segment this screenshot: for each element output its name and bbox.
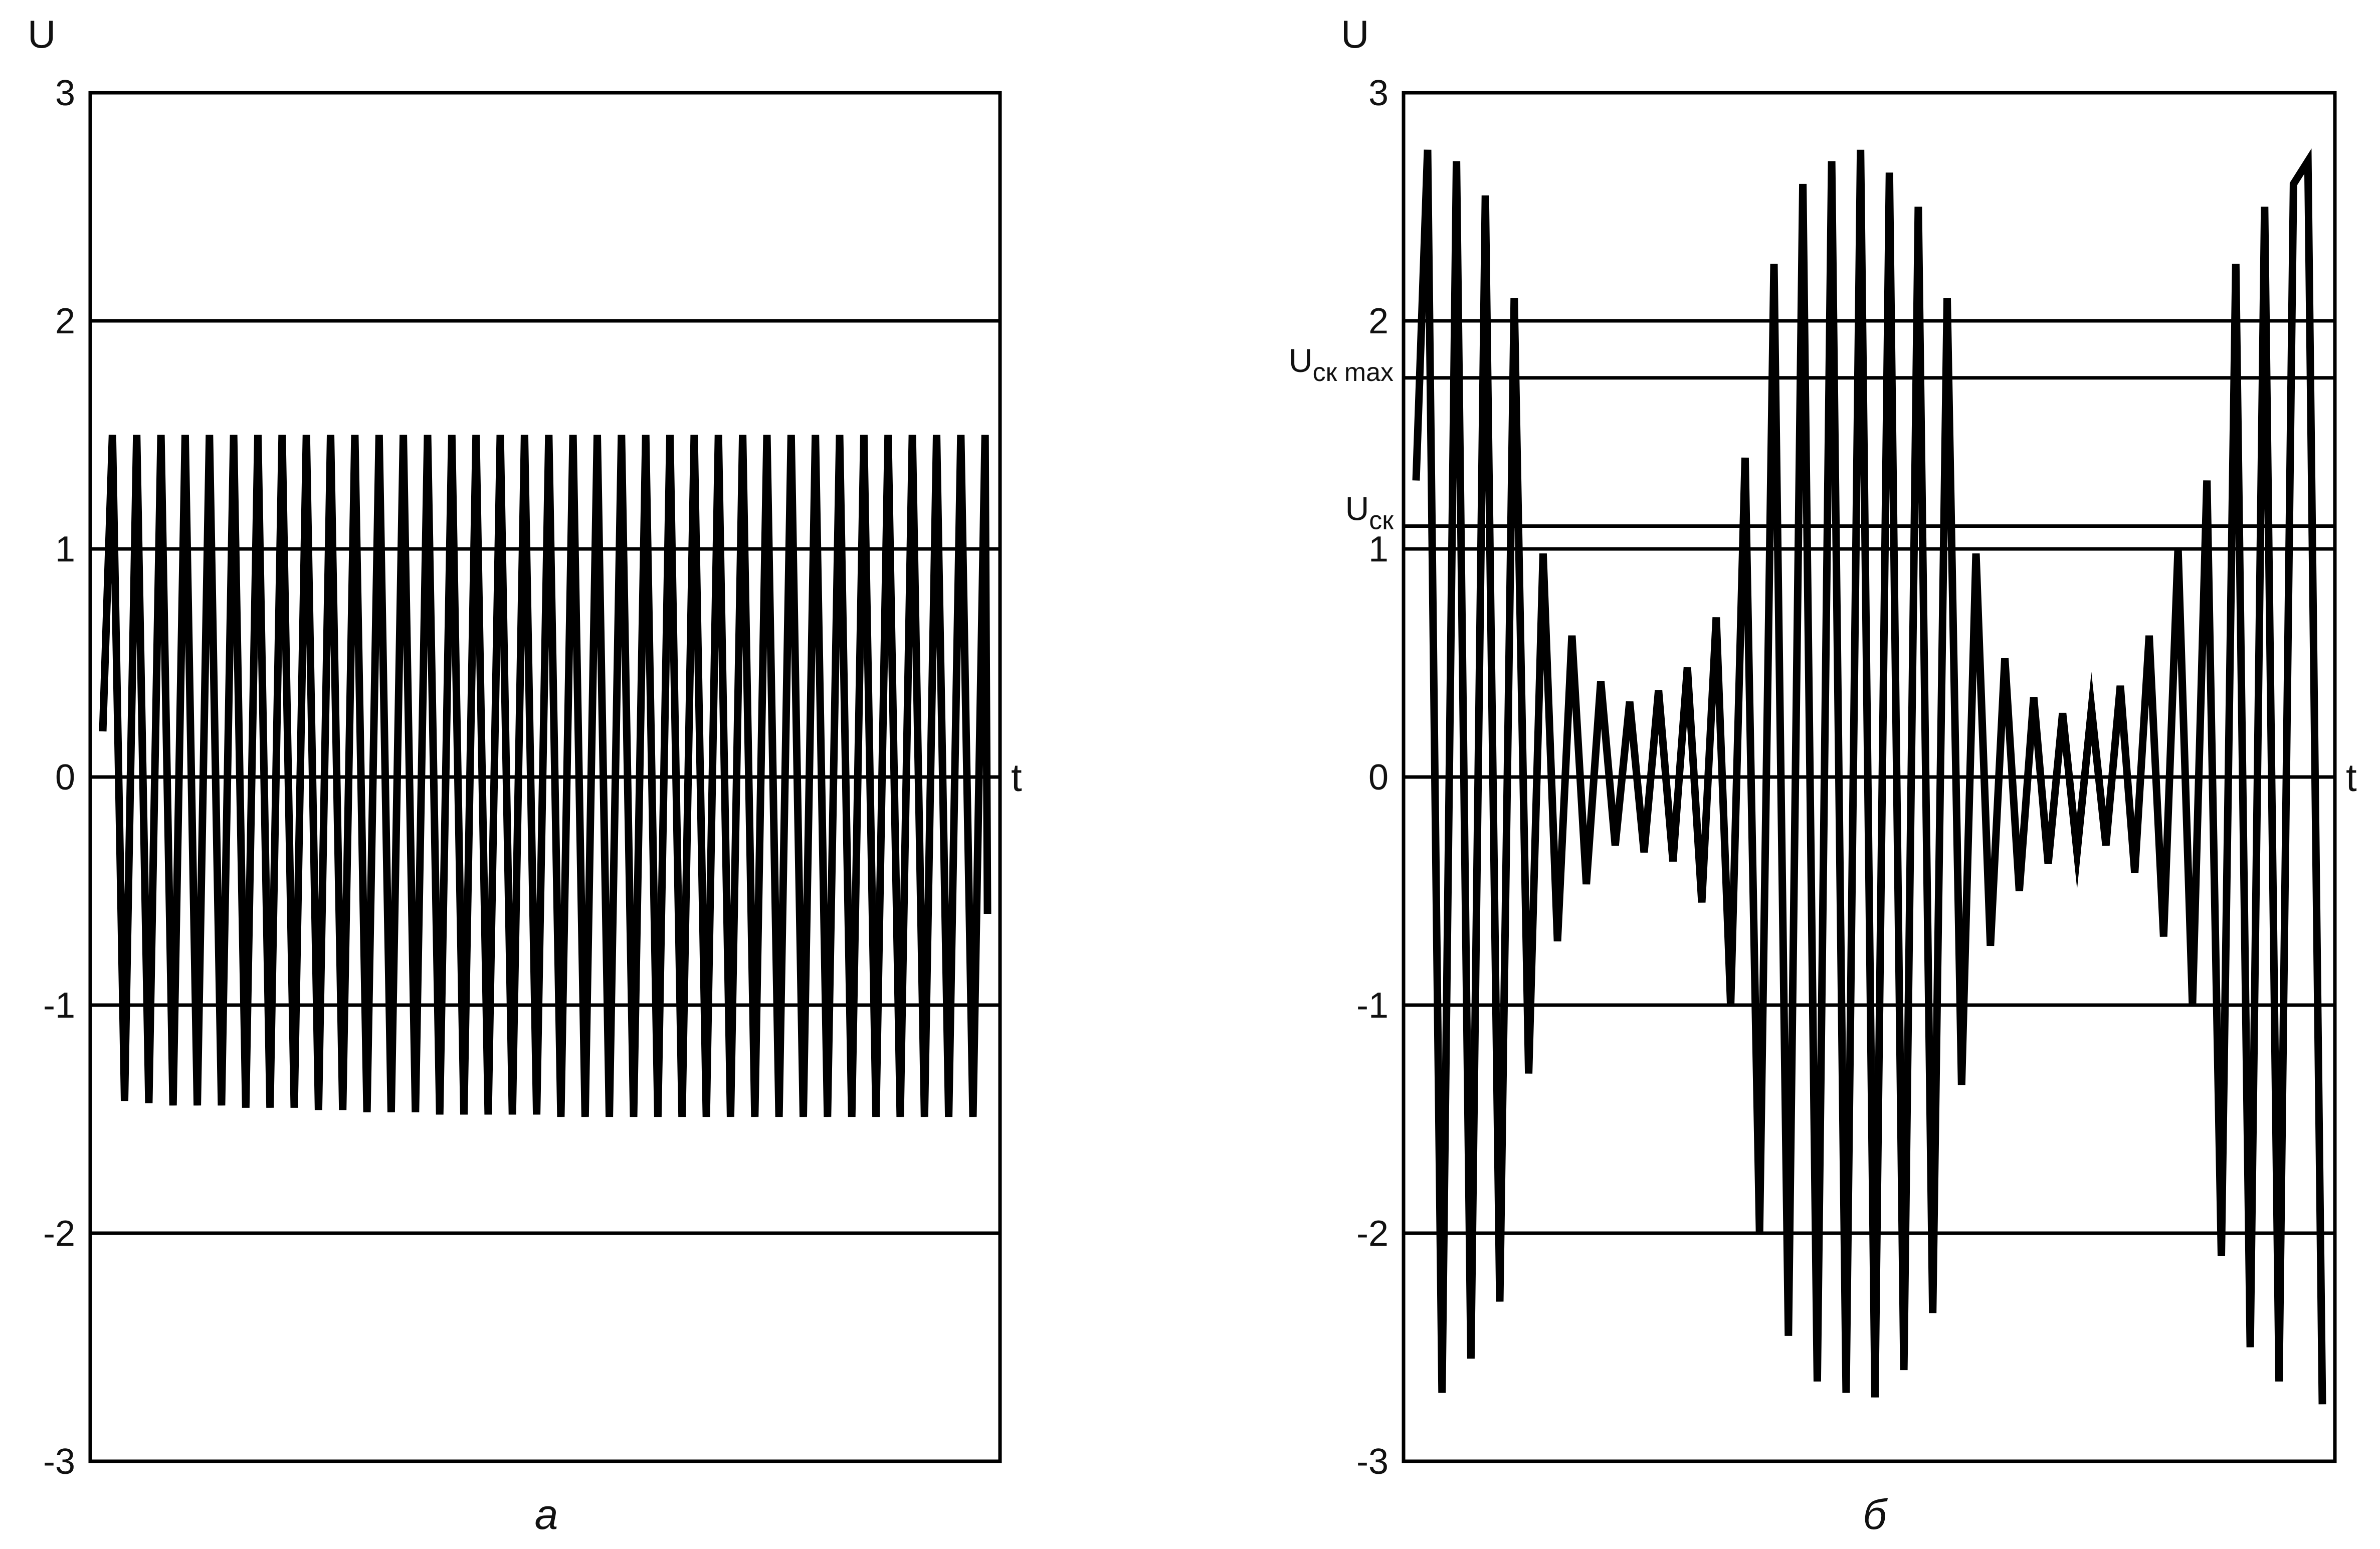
y-tick-label: -3: [1356, 1442, 1389, 1482]
chart-panel-a: 3 2 1 0 -1 -2 -3 Ut а: [28, 12, 1022, 1538]
y-axis-label: U: [28, 12, 56, 56]
y-tick-label: -2: [43, 1214, 75, 1254]
y-tick-label: 2: [1368, 301, 1389, 341]
y-tick-label: -1: [43, 986, 75, 1026]
panel-caption: а: [535, 1491, 558, 1538]
y-tick-label: 0: [1368, 757, 1389, 798]
panel-caption: б: [1863, 1491, 1888, 1538]
x-axis-label: t: [1011, 755, 1022, 800]
y-tick-label: -3: [43, 1442, 75, 1482]
y-tick-label: -2: [1356, 1214, 1389, 1254]
y-tick-label: 1: [55, 529, 75, 569]
signal-line: [99, 435, 991, 1117]
y-tick-label: -1: [1356, 986, 1389, 1026]
plot-frame: [1402, 91, 2337, 1463]
x-axis-label: t: [2346, 755, 2357, 800]
y-axis-label: U: [1341, 12, 1369, 56]
plot-frame: [88, 91, 1002, 1463]
reference-line-label: Uск max: [1289, 342, 1394, 387]
signal-line: [1412, 148, 2326, 1405]
y-tick-label: 3: [55, 73, 75, 113]
y-tick-label: 2: [55, 301, 75, 341]
reference-line-label: Uск: [1345, 490, 1394, 535]
y-tick-label: 3: [1368, 73, 1389, 113]
chart-panel-b: Uск max Uск 3 2 1 0 -1 -2 -3 Ut б: [1289, 12, 2357, 1538]
y-tick-label: 0: [55, 757, 75, 798]
y-tick-label: 1: [1368, 529, 1389, 569]
